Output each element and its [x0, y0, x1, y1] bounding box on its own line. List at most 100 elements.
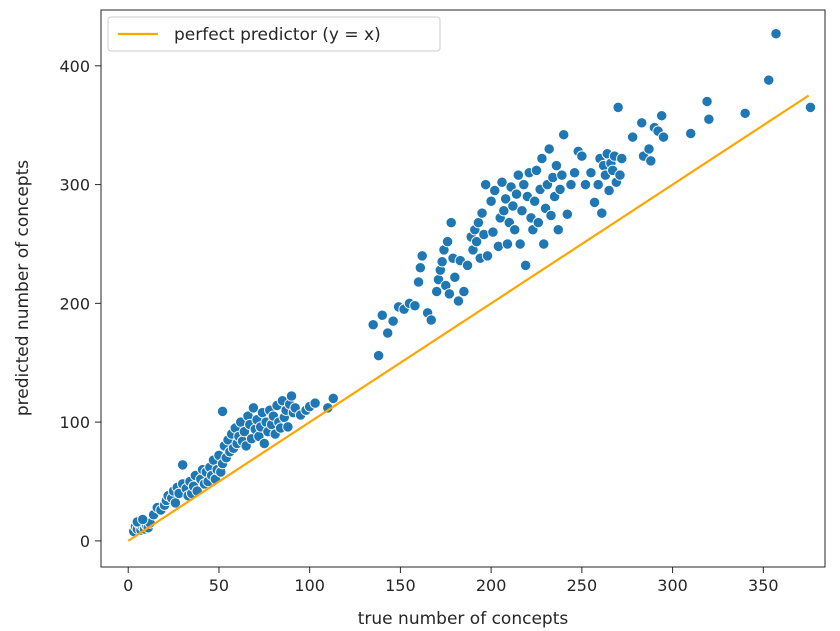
scatter-point [514, 238, 526, 250]
scatter-point [568, 167, 581, 179]
x-tick-label: 250 [567, 576, 598, 595]
y-tick-label: 400 [59, 57, 90, 76]
scatter-point [452, 295, 465, 307]
y-tick-label: 200 [59, 294, 90, 313]
scatter-point [545, 209, 557, 222]
legend: perfect predictor (y = x) [107, 16, 441, 52]
scatter-point [588, 196, 601, 209]
scatter-point [258, 437, 270, 450]
scatter-point [763, 74, 775, 86]
scatter-point [538, 238, 550, 250]
scatter-point [481, 250, 494, 262]
scatter-point [449, 271, 461, 283]
scatter-point [309, 397, 321, 409]
scatter-point [565, 178, 577, 191]
legend-entry-label: perfect predictor (y = x) [174, 25, 381, 45]
x-tick-label: 50 [209, 576, 229, 595]
x-tick-label: 100 [294, 576, 325, 595]
y-tick-label: 0 [80, 532, 90, 551]
y-tick-label: 300 [59, 176, 90, 195]
scatter-point [616, 152, 628, 165]
scatter-point [507, 200, 519, 212]
scatter-point [532, 216, 544, 229]
scatter-point [536, 152, 548, 165]
scatter-point [656, 110, 668, 122]
scatter-point [592, 178, 604, 191]
scatter-point [496, 176, 508, 188]
perfect-predictor-line [127, 94, 810, 542]
x-tick-label: 150 [385, 576, 416, 595]
scatter-point [518, 178, 530, 191]
scatter-point [636, 117, 648, 129]
scatter-point [556, 169, 568, 181]
scatter-point [516, 205, 528, 217]
scatter-point [579, 178, 592, 191]
scatter-point [554, 183, 566, 195]
scatter-point [414, 262, 427, 274]
scatter-point [657, 131, 670, 143]
scatter-point [412, 276, 425, 288]
scatter-point [552, 224, 564, 236]
scatter-point [530, 164, 543, 176]
scatter-point [550, 159, 563, 172]
scatter-point [367, 319, 379, 331]
scatter-point [476, 207, 488, 219]
x-tick-label: 200 [476, 576, 507, 595]
scatter-point [509, 224, 521, 236]
scatter-point [770, 28, 782, 40]
scatter-point [436, 256, 448, 268]
scatter-point [409, 300, 421, 312]
scatter-point [485, 195, 497, 207]
scatter-point [804, 101, 817, 114]
scatter-point [216, 405, 229, 418]
legend-box [107, 16, 441, 52]
scatter-point [499, 193, 512, 205]
scatter-point [596, 207, 608, 219]
x-tick-label: 0 [123, 576, 133, 595]
plot-frame [100, 9, 826, 568]
scatter-point [458, 285, 470, 298]
data-layer [127, 28, 817, 542]
scatter-point [614, 169, 626, 181]
scatter-point [387, 315, 399, 327]
scatter-point [285, 390, 298, 402]
scatter-point [645, 155, 657, 167]
scatter-point [685, 127, 697, 140]
scatter-point [701, 95, 713, 108]
y-axis-label: predicted number of concepts [13, 160, 33, 416]
scatter-point [529, 195, 541, 207]
x-tick-label: 350 [748, 576, 779, 595]
scatter-point [445, 216, 457, 229]
axes-layer: 0 50 100 150 200 250 300 350 0 100 200 300 400 [59, 57, 778, 595]
scatter-point [543, 143, 555, 155]
scatter-point [416, 250, 428, 262]
scatter-point [177, 459, 189, 471]
scatter-point [425, 314, 437, 326]
scatter-point [501, 238, 514, 250]
scatter-point [382, 327, 394, 339]
x-axis-label: true number of concepts [358, 609, 569, 629]
scatter-point [137, 513, 149, 526]
scatter-point [739, 107, 751, 119]
scatter-point [431, 285, 443, 298]
scatter-point [247, 402, 260, 414]
scatter-point [576, 150, 588, 162]
scatter-point [443, 288, 456, 300]
scatter-point [585, 167, 597, 179]
scatter-point [480, 178, 492, 191]
scatter-point [472, 216, 485, 229]
scatter-point [327, 392, 339, 405]
scatter-point [627, 131, 639, 143]
scatter-point [441, 235, 454, 248]
scatter-point [512, 169, 524, 181]
scatter-point [489, 184, 501, 197]
scatter-point [461, 259, 474, 271]
scatter-point [470, 235, 483, 248]
y-tick-label: 100 [59, 413, 90, 432]
scatter-point [372, 349, 385, 362]
scatter-point [703, 113, 715, 125]
scatter-point [561, 208, 573, 220]
scatter-point [643, 143, 655, 155]
scatter-point [498, 205, 510, 217]
